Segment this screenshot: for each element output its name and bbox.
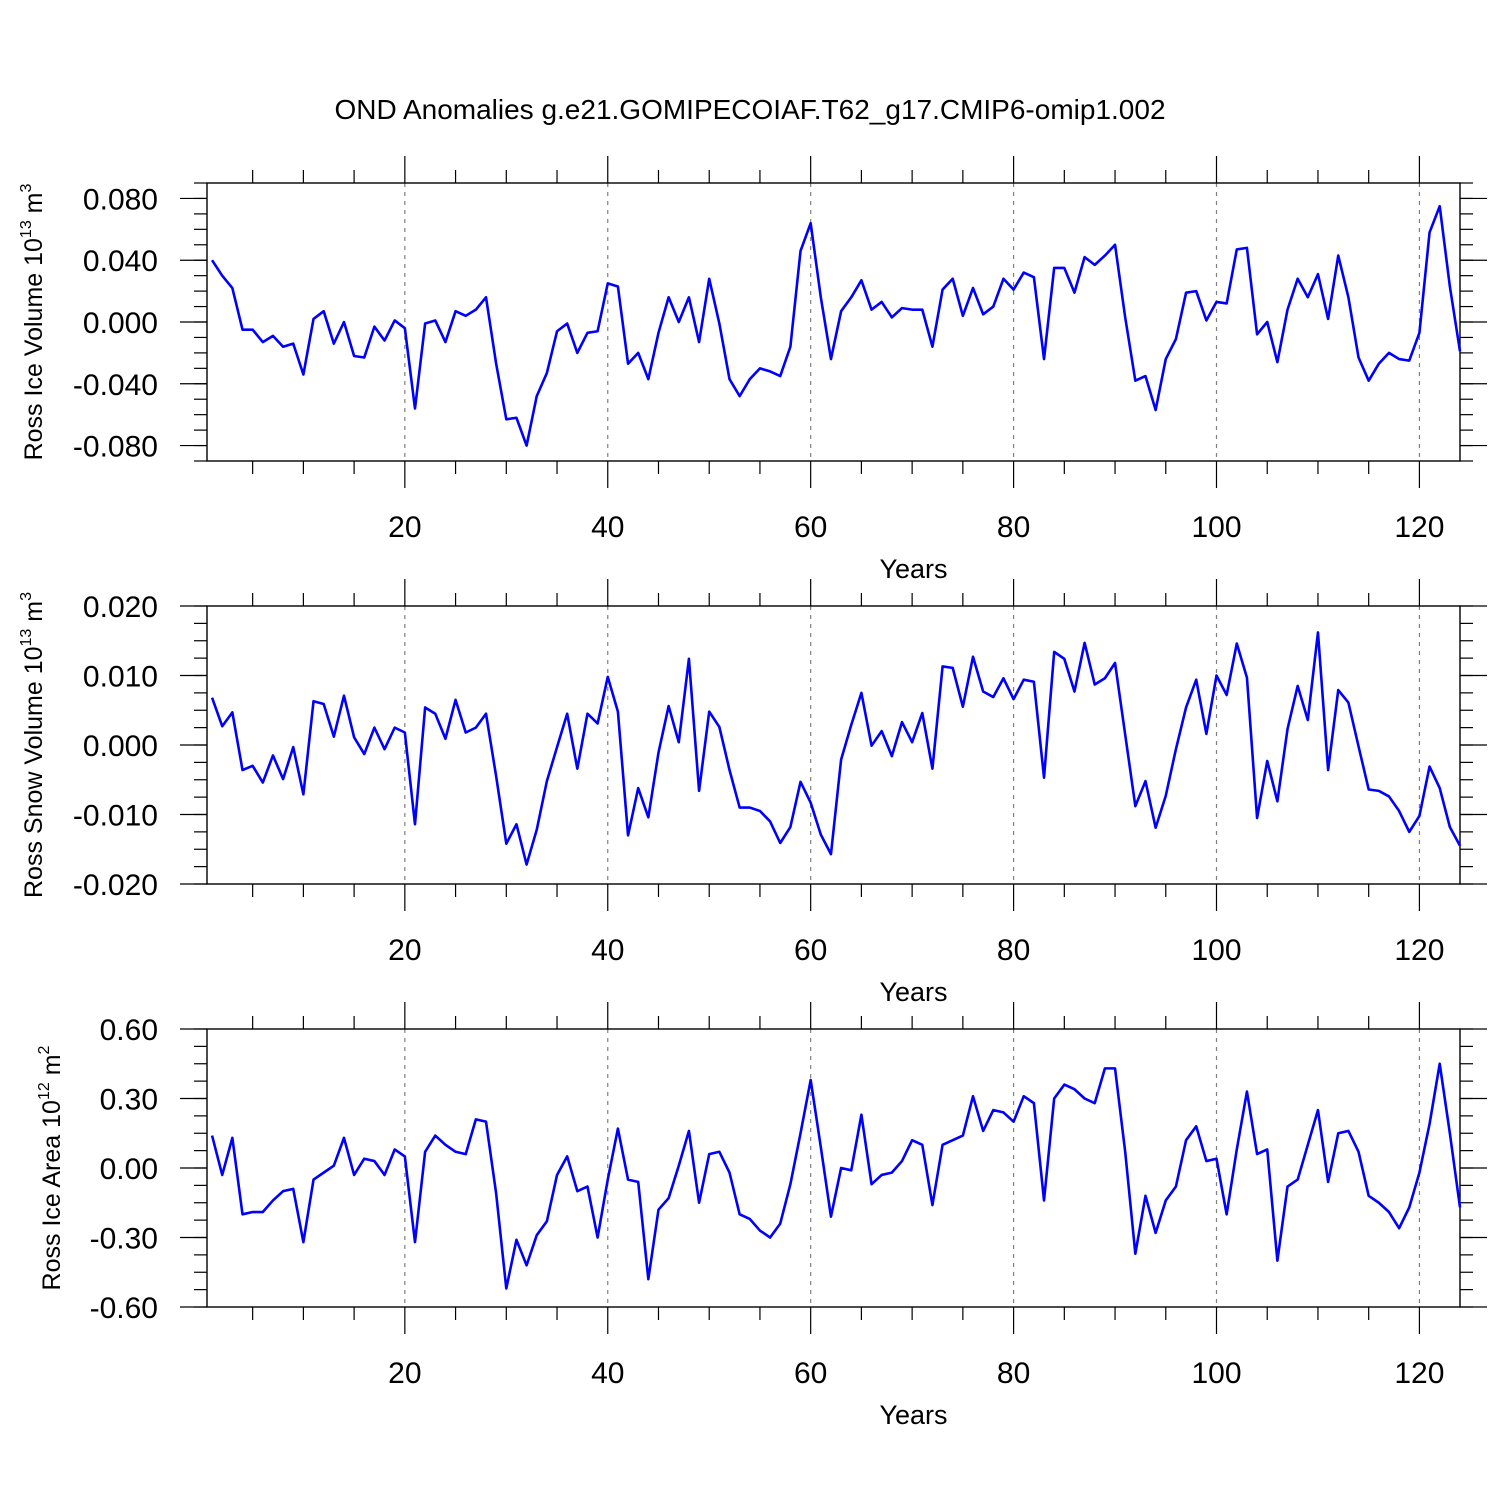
- panel-ice-area: 20 40 60 80 100 120 -0.60 -0.30 0.00 0.30 0.60 Year…: [36, 1002, 1487, 1430]
- y-tick-label: 0.020: [83, 591, 158, 624]
- series-line-ice-area: [210, 1062, 1462, 1290]
- x-tick-label: 100: [1191, 934, 1241, 967]
- panel-ice-volume: 20 40 60 80 100 120 -0.080 -0.040 0.000 0.040 0.08…: [18, 156, 1487, 584]
- x-tick-label: 120: [1394, 1357, 1444, 1390]
- x-tick-label: 40: [591, 511, 624, 544]
- x-tick-label: 60: [794, 511, 827, 544]
- x-axis-title: Years: [879, 977, 947, 1007]
- y-tick-label: 0.000: [83, 730, 158, 763]
- plot-frame: [206, 1028, 1461, 1308]
- x-tick-label: 20: [388, 934, 421, 967]
- y-tick-label: 0.010: [83, 661, 158, 694]
- x-axis-title: Years: [879, 554, 947, 584]
- y-tick-label: 0.000: [83, 307, 158, 340]
- y-tick-label: 0.00: [100, 1153, 158, 1186]
- plot-frame: [206, 605, 1461, 885]
- y-tick-label: -0.30: [90, 1223, 158, 1256]
- panel-snow-volume: 20 40 60 80 100 120 -0.020 -0.010 0.000 0.010 0.02…: [18, 579, 1487, 1007]
- y-axis-title: Ross Ice Area 1012 m2: [36, 1045, 66, 1290]
- x-tick-label: 100: [1191, 511, 1241, 544]
- series-line-snow-volume: [210, 631, 1462, 866]
- chart-title: OND Anomalies g.e21.GOMIPECOIAF.T62_g17.…: [334, 94, 1165, 125]
- y-tick-label: 0.040: [83, 245, 158, 278]
- x-tick-label: 80: [997, 511, 1030, 544]
- y-tick-label: -0.010: [73, 800, 158, 833]
- x-axis-title: Years: [879, 1400, 947, 1430]
- plot-frame: [206, 182, 1461, 462]
- y-tick-label: -0.60: [90, 1292, 158, 1325]
- panels: 20 40 60 80 100 120 -0.080 -0.040 0.000 0.040 0.08…: [18, 156, 1487, 1430]
- y-tick-label: 0.60: [100, 1014, 158, 1047]
- y-axis-title: Ross Ice Volume 1013 m3: [18, 183, 48, 460]
- y-axis-title: Ross Snow Volume 1013 m3: [18, 592, 48, 898]
- x-tick-label: 20: [388, 511, 421, 544]
- y-tick-label: 0.080: [83, 183, 158, 216]
- y-tick-label: -0.020: [73, 869, 158, 902]
- y-tick-label: 0.30: [100, 1084, 158, 1117]
- x-tick-label: 80: [997, 934, 1030, 967]
- x-tick-label: 20: [388, 1357, 421, 1390]
- x-tick-label: 120: [1394, 511, 1444, 544]
- x-tick-label: 120: [1394, 934, 1444, 967]
- x-tick-label: 40: [591, 1357, 624, 1390]
- x-tick-label: 100: [1191, 1357, 1241, 1390]
- x-tick-label: 40: [591, 934, 624, 967]
- series-line-ice-volume: [210, 204, 1462, 447]
- y-tick-label: -0.040: [73, 369, 158, 402]
- y-tick-label: -0.080: [73, 431, 158, 464]
- x-tick-label: 60: [794, 934, 827, 967]
- x-tick-label: 60: [794, 1357, 827, 1390]
- x-tick-label: 80: [997, 1357, 1030, 1390]
